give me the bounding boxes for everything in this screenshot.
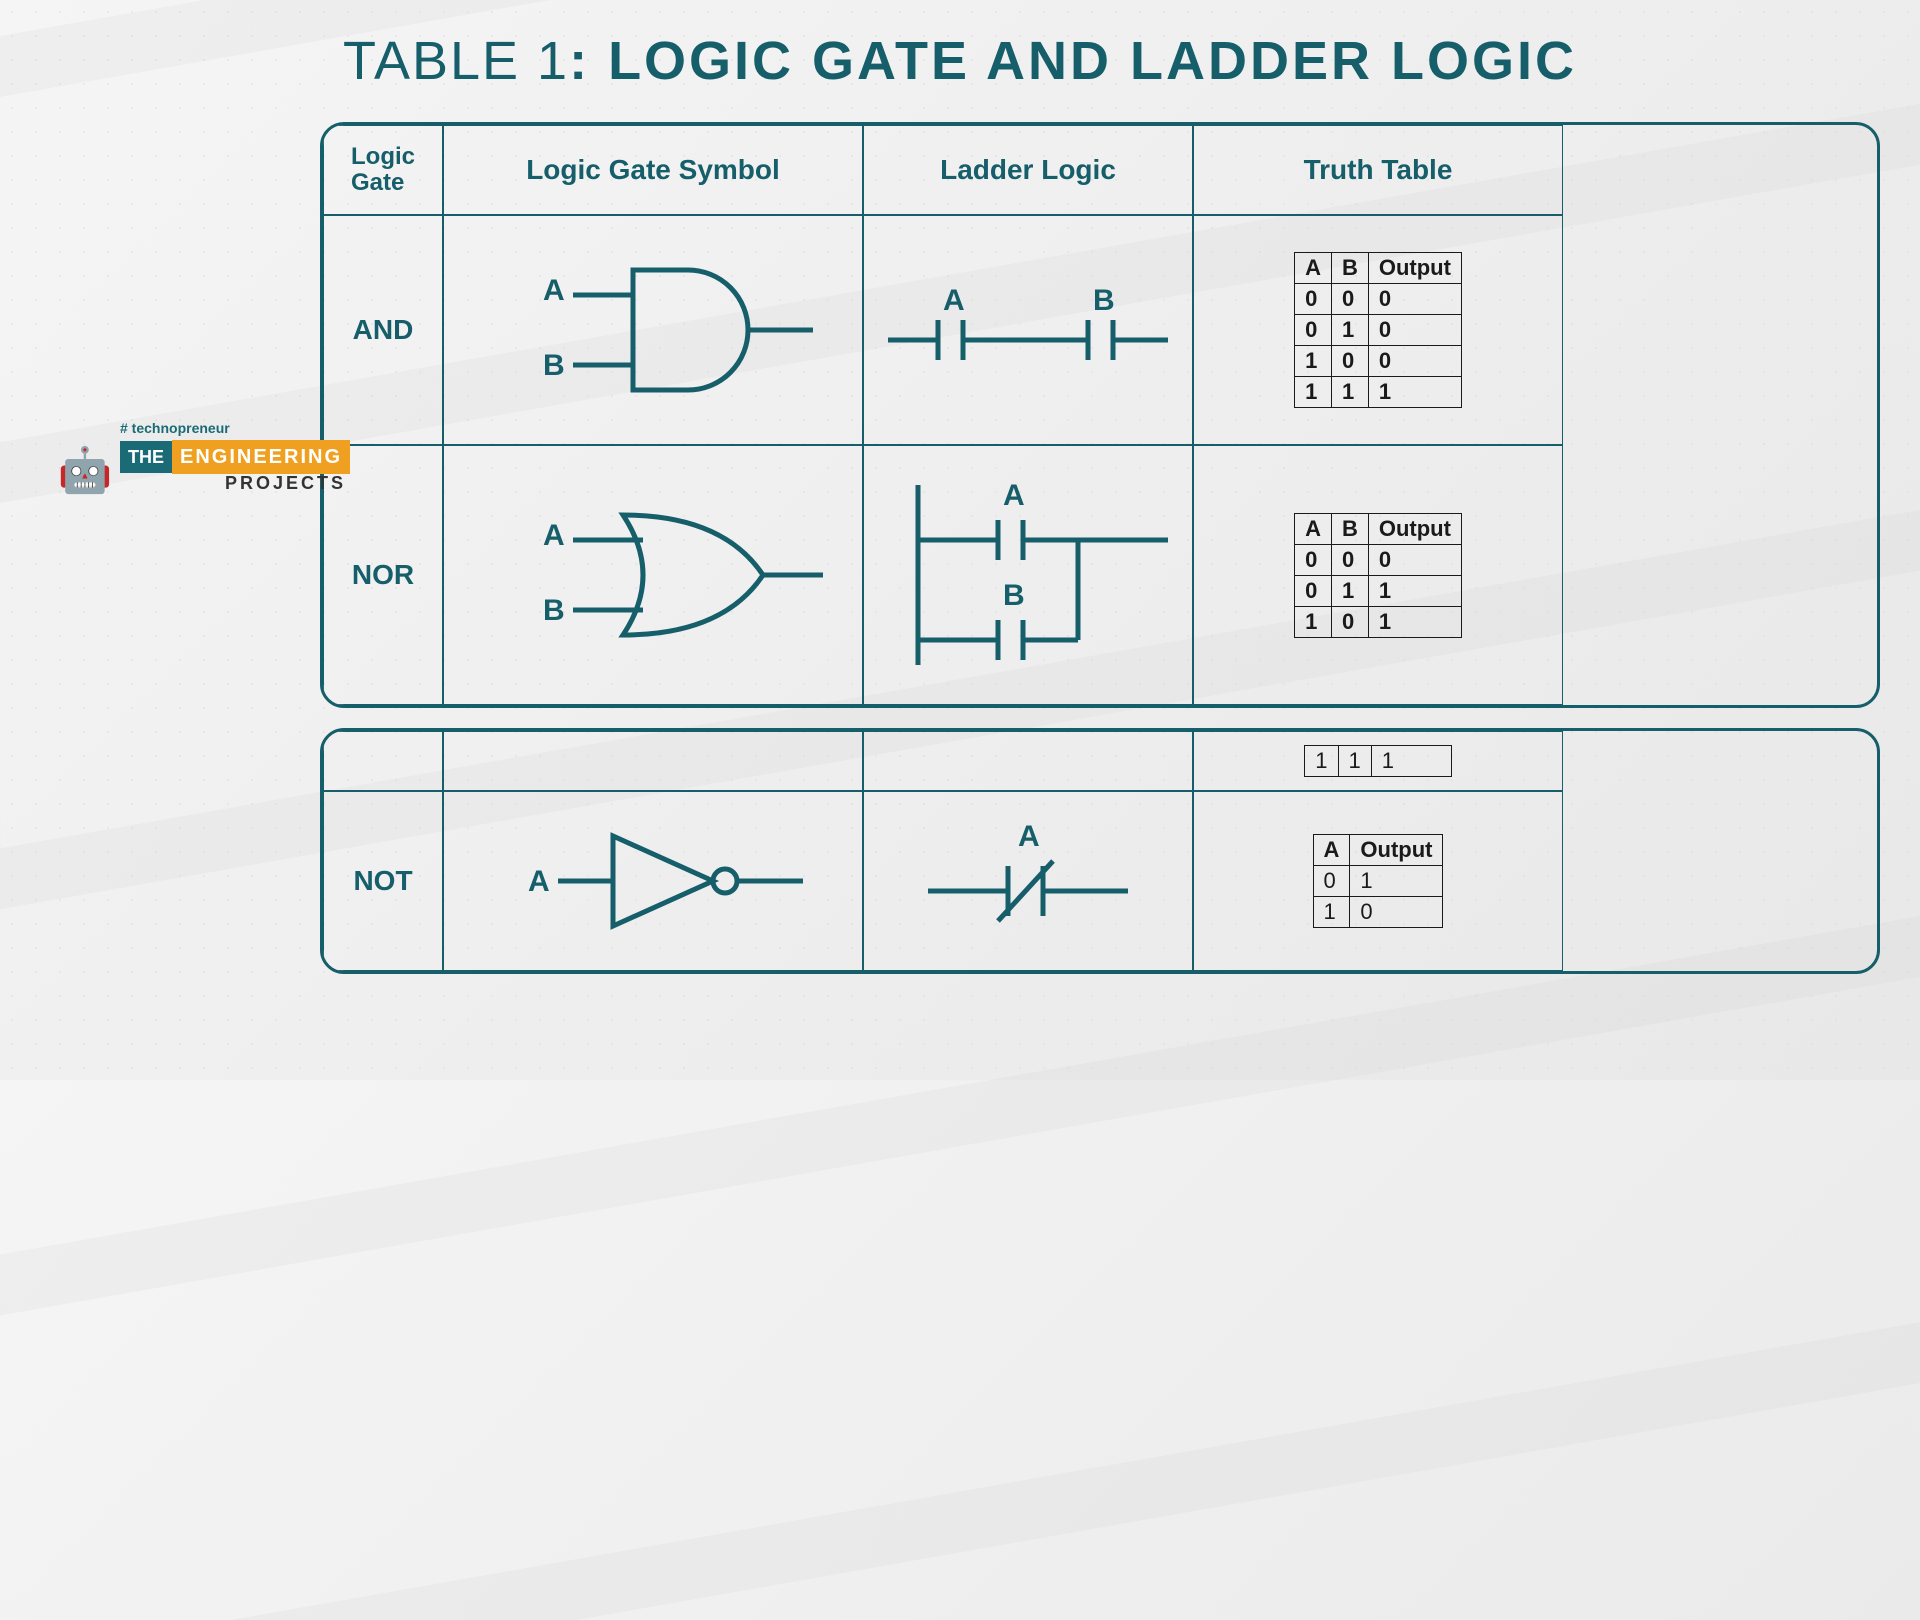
col-header-truth: Truth Table — [1193, 125, 1563, 215]
tt-cell: 1 — [1368, 575, 1461, 606]
not-truth-table: AOutput 01 10 — [1313, 834, 1444, 928]
and-input-a-label: A — [543, 274, 565, 307]
truth-table-nor: ABOutput 000 011 101 — [1193, 445, 1563, 705]
gate-symbol-and: A B — [443, 215, 863, 445]
logo-projects: PROJECTS — [120, 473, 350, 494]
tt-cell: 1 — [1371, 746, 1451, 777]
and-ladder-svg: A B — [878, 270, 1178, 390]
logo-the: THE — [120, 441, 172, 473]
ladder-and: A B — [863, 215, 1193, 445]
tt-cell: 0 — [1295, 544, 1332, 575]
tt-cell: 1 — [1331, 377, 1368, 408]
not-input-label: A — [528, 865, 550, 898]
nor-input-b-label: B — [543, 594, 565, 627]
tt-cell: 0 — [1331, 606, 1368, 637]
tt-cell: 0 — [1331, 544, 1368, 575]
tt-cell: 1 — [1338, 746, 1371, 777]
tt-cell: 1 — [1331, 315, 1368, 346]
tt-cell: 0 — [1295, 575, 1332, 606]
tt-col-a: A — [1313, 835, 1350, 866]
tt-col-b: B — [1331, 513, 1368, 544]
robot-icon: 🤖 — [60, 440, 110, 500]
ladder-nor: A B — [863, 445, 1193, 705]
truth-table-and: ABOutput 000 010 100 111 — [1193, 215, 1563, 445]
tt-cell: 1 — [1313, 897, 1350, 928]
table-wrapper: Logic Gate Logic Gate Symbol Ladder Logi… — [320, 122, 1880, 974]
fragment-row-table: 111 — [1304, 745, 1452, 777]
tt-col-out: Output — [1350, 835, 1443, 866]
tt-col-a: A — [1295, 253, 1332, 284]
ladder-and-a: A — [943, 284, 965, 317]
ladder-not: A — [863, 791, 1193, 971]
tt-cell: 0 — [1368, 284, 1461, 315]
tt-cell: 0 — [1313, 866, 1350, 897]
tt-cell: 0 — [1368, 346, 1461, 377]
gate-name-and: AND — [323, 215, 443, 445]
tt-cell: 1 — [1368, 606, 1461, 637]
nor-truth-table: ABOutput 000 011 101 — [1294, 513, 1462, 638]
ladder-not-a: A — [1018, 820, 1040, 853]
logic-table-secondary: 111 NOT A A — [320, 728, 1880, 974]
gate-name-not: NOT — [323, 791, 443, 971]
tt-cell: 0 — [1295, 315, 1332, 346]
tt-cell: 0 — [1331, 284, 1368, 315]
tt-cell: 0 — [1331, 346, 1368, 377]
tt-col-a: A — [1295, 513, 1332, 544]
ladder-and-b: B — [1093, 284, 1115, 317]
tt-cell: 0 — [1350, 897, 1443, 928]
ladder-nor-a: A — [1003, 479, 1025, 512]
ladder-nor-b: B — [1003, 579, 1025, 612]
tt-col-out: Output — [1368, 253, 1461, 284]
and-input-b-label: B — [543, 349, 565, 382]
col-header-symbol: Logic Gate Symbol — [443, 125, 863, 215]
title-main: : LOGIC GATE AND LADDER LOGIC — [569, 31, 1577, 91]
page-title: TABLE 1: LOGIC GATE AND LADDER LOGIC — [40, 30, 1880, 92]
nor-ladder-svg: A B — [878, 465, 1178, 685]
tt-col-out: Output — [1368, 513, 1461, 544]
logo-engineering: ENGINEERING — [172, 440, 350, 474]
tt-cell: 0 — [1295, 284, 1332, 315]
fragment-c0 — [323, 731, 443, 791]
tt-cell: 0 — [1368, 544, 1461, 575]
page-container: TABLE 1: LOGIC GATE AND LADDER LOGIC # t… — [0, 0, 1920, 1080]
truth-table-not: AOutput 01 10 — [1193, 791, 1563, 971]
nor-input-a-label: A — [543, 519, 565, 552]
title-prefix: TABLE 1 — [343, 31, 569, 91]
fragment-truth: 111 — [1193, 731, 1563, 791]
tt-cell: 1 — [1295, 606, 1332, 637]
and-gate-svg: A B — [463, 240, 843, 420]
tt-cell: 1 — [1368, 377, 1461, 408]
tt-cell: 1 — [1331, 575, 1368, 606]
fragment-c1 — [443, 731, 863, 791]
logic-table-main: Logic Gate Logic Gate Symbol Ladder Logi… — [320, 122, 1880, 708]
tt-cell: 0 — [1368, 315, 1461, 346]
tt-cell: 1 — [1295, 346, 1332, 377]
tt-cell: 1 — [1350, 866, 1443, 897]
not-gate-svg: A — [463, 806, 843, 956]
and-truth-table: ABOutput 000 010 100 111 — [1294, 252, 1462, 408]
gate-symbol-not: A — [443, 791, 863, 971]
logo-tagline: # technopreneur — [120, 420, 340, 436]
nor-gate-svg: A B — [463, 485, 843, 665]
col-header-ladder: Ladder Logic — [863, 125, 1193, 215]
tt-cell: 1 — [1305, 746, 1338, 777]
tt-cell: 1 — [1295, 377, 1332, 408]
gate-symbol-nor: A B — [443, 445, 863, 705]
not-ladder-svg: A — [898, 811, 1158, 951]
tt-col-b: B — [1331, 253, 1368, 284]
col-header-gate: Logic Gate — [323, 125, 443, 215]
brand-logo: # technopreneur 🤖 THEENGINEERING PROJECT… — [60, 420, 340, 500]
fragment-c2 — [863, 731, 1193, 791]
